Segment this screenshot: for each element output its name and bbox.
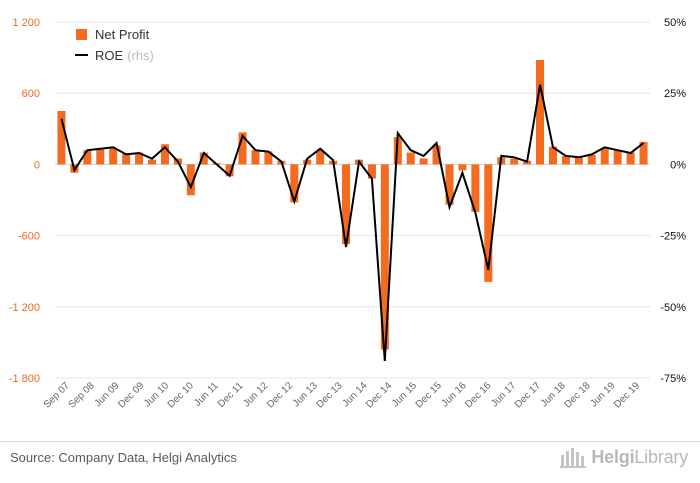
right-tick-0: 50% — [664, 17, 686, 29]
bar-14 — [238, 132, 247, 165]
x-tick-21: Dec 18 — [562, 380, 592, 410]
x-tick-17: Dec 16 — [463, 380, 493, 410]
bar-18 — [290, 164, 299, 203]
left-tick-5: -1 800 — [9, 373, 40, 385]
bar-32 — [471, 164, 480, 212]
legend-label-roe-suffix: (rhs) — [127, 48, 154, 63]
right-tick-2: 0% — [670, 159, 686, 171]
x-tick-23: Dec 19 — [612, 380, 642, 410]
bar-37 — [536, 59, 545, 165]
bar-35 — [510, 158, 519, 165]
left-tick-4: -1 200 — [9, 302, 40, 314]
right-tick-4: -50% — [660, 302, 686, 314]
x-tick-13: Dec 14 — [364, 380, 394, 410]
bar-11 — [199, 152, 208, 165]
bar-0 — [57, 111, 66, 165]
bar-40 — [574, 157, 583, 165]
brand-name: HelgiLibrary — [591, 447, 688, 468]
brand-name-light: Library — [634, 446, 688, 467]
right-axis-ticks: 50% 25% 0% -25% -50% -75% — [660, 17, 686, 385]
legend-label-net-profit: Net Profit — [95, 27, 150, 42]
bar-3 — [96, 148, 105, 165]
brand-logo: HelgiLibrary — [560, 446, 688, 468]
chart-canvas: 1 200 600 0 -600 -1 200 -1 800 50% 25% 0% -25% -5… — [9, 17, 686, 411]
bar-42 — [600, 147, 609, 165]
bar-20 — [316, 150, 325, 165]
left-tick-3: -600 — [18, 231, 40, 243]
left-tick-2: 0 — [34, 159, 40, 171]
bar-16 — [264, 151, 273, 165]
bar-10 — [186, 164, 195, 196]
footer-divider — [0, 441, 700, 442]
bar-15 — [251, 150, 260, 165]
left-axis-ticks: 1 200 600 0 -600 -1 200 -1 800 — [9, 17, 40, 385]
bar-45 — [639, 141, 648, 165]
right-tick-3: -25% — [660, 231, 686, 243]
source-note: Source: Company Data, Helgi Analytics — [10, 450, 237, 465]
bar-38 — [548, 146, 557, 165]
bar-4 — [109, 147, 118, 165]
bar-29 — [432, 145, 441, 165]
bar-5 — [122, 153, 131, 165]
x-tick-1: Sep 08 — [67, 380, 97, 410]
x-tick-0: Sep 07 — [42, 380, 72, 410]
library-icon — [560, 448, 587, 468]
x-tick-7: Dec 11 — [216, 380, 246, 410]
right-tick-1: 25% — [664, 88, 686, 100]
brand-name-bold: Helgi — [591, 446, 635, 467]
x-tick-3: Dec 09 — [116, 380, 146, 410]
bar-27 — [406, 152, 415, 165]
bar-44 — [626, 152, 635, 165]
x-tick-5: Dec 10 — [166, 380, 196, 410]
bar-6 — [135, 152, 144, 165]
left-tick-1: 600 — [22, 88, 40, 100]
bar-22 — [342, 164, 351, 244]
bar-28 — [419, 158, 428, 165]
bar-31 — [458, 164, 467, 171]
legend-swatch-net-profit — [76, 29, 87, 40]
bar-30 — [445, 164, 454, 205]
right-tick-5: -75% — [660, 373, 686, 385]
roe-line — [60, 84, 645, 361]
x-tick-9: Dec 12 — [265, 380, 295, 410]
legend: Net Profit ROE (rhs) — [75, 27, 154, 63]
bar-7 — [148, 159, 157, 165]
bar-2 — [83, 150, 92, 165]
bar-13 — [225, 164, 234, 177]
bar-41 — [587, 154, 596, 165]
x-tick-11: Dec 13 — [315, 380, 345, 410]
bar-25 — [380, 164, 389, 350]
x-tick-19: Dec 17 — [513, 380, 543, 410]
bar-8 — [160, 144, 169, 165]
x-tick-6: Jun 11 — [192, 380, 221, 409]
bar-43 — [613, 150, 622, 165]
left-tick-0: 1 200 — [12, 17, 40, 29]
x-tick-15: Dec 15 — [414, 380, 444, 410]
legend-label-roe: ROE (rhs) — [95, 48, 154, 63]
bar-39 — [561, 156, 570, 165]
legend-label-roe-name: ROE — [95, 48, 124, 63]
bar-24 — [367, 164, 376, 179]
bar-33 — [484, 164, 493, 282]
